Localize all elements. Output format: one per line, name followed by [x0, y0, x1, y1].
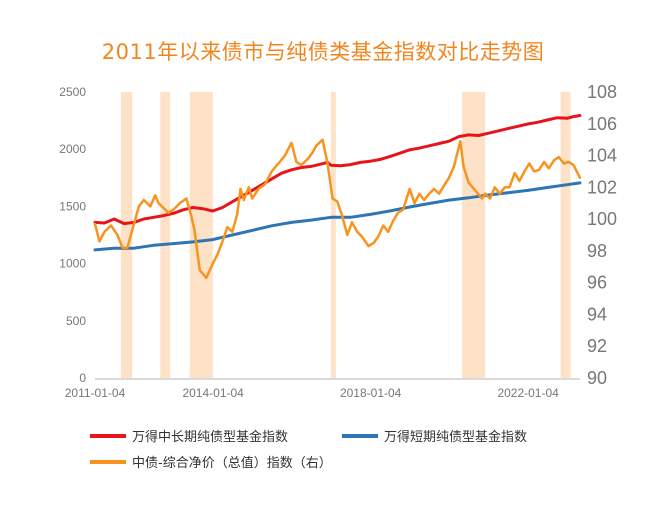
- legend-item-bond-index: 中债-综合净价（总值）指数（右）: [90, 452, 332, 471]
- legend-label-long-term: 万得中长期纯债型基金指数: [132, 430, 289, 445]
- y-right-tick-label: 98: [587, 241, 607, 261]
- series-line-1: [93, 181, 582, 252]
- series-lines: [93, 114, 582, 280]
- legend-swatch-long-term: [90, 433, 126, 438]
- legend-swatch-short-term: [342, 433, 378, 438]
- chart-title: 2011年以来债市与纯债类基金指数对比走势图: [101, 40, 545, 64]
- y-left-tick-label: 1000: [59, 257, 86, 271]
- shaded-period-2: [189, 92, 213, 378]
- x-tick-label: 2018-01-04: [340, 386, 402, 400]
- y-right-tick-label: 96: [587, 273, 607, 293]
- y-right-tick-label: 90: [587, 368, 607, 388]
- shaded-period-5: [560, 92, 571, 378]
- series-line-2: [93, 138, 582, 280]
- series-line-0: [93, 114, 582, 226]
- y-left-tick-label: 500: [66, 314, 86, 328]
- axes: 0 500 1000 1500 2000 2500 90 92 94 96 98 100 102 104 1…: [59, 82, 617, 400]
- legend-label-short-term: 万得短期纯债型基金指数: [384, 430, 528, 445]
- x-tick-label: 2022-01-04: [497, 386, 559, 400]
- legend-item-short-term: 万得短期纯债型基金指数: [342, 426, 527, 445]
- y-right-tick-label: 94: [587, 304, 607, 324]
- shaded-period-4: [462, 92, 486, 378]
- y-right-tick-label: 108: [587, 82, 617, 102]
- legend-item-long-term: 万得中长期纯债型基金指数: [90, 426, 288, 445]
- y-left-tick-label: 2000: [59, 142, 86, 156]
- x-tick-label: 2011-01-04: [65, 386, 126, 400]
- shaded-period-0: [120, 92, 133, 378]
- y-right-tick-label: 100: [587, 209, 617, 229]
- legend-swatch-bond-index: [90, 459, 126, 464]
- y-right-tick-label: 104: [587, 146, 617, 166]
- y-left-tick-label: 1500: [59, 199, 86, 213]
- y-right-tick-label: 92: [587, 336, 607, 356]
- y-left-tick-label: 0: [79, 371, 86, 385]
- y-right-tick-label: 106: [587, 114, 617, 134]
- y-right-tick-label: 102: [587, 177, 617, 197]
- shaded-periods: [120, 92, 571, 378]
- shaded-period-3: [330, 92, 336, 378]
- y-left-tick-label: 2500: [59, 85, 86, 99]
- shaded-period-1: [160, 92, 171, 378]
- x-tick-label: 2014-01-04: [182, 386, 244, 400]
- legend-label-bond-index: 中债-综合净价（总值）指数（右）: [132, 456, 332, 471]
